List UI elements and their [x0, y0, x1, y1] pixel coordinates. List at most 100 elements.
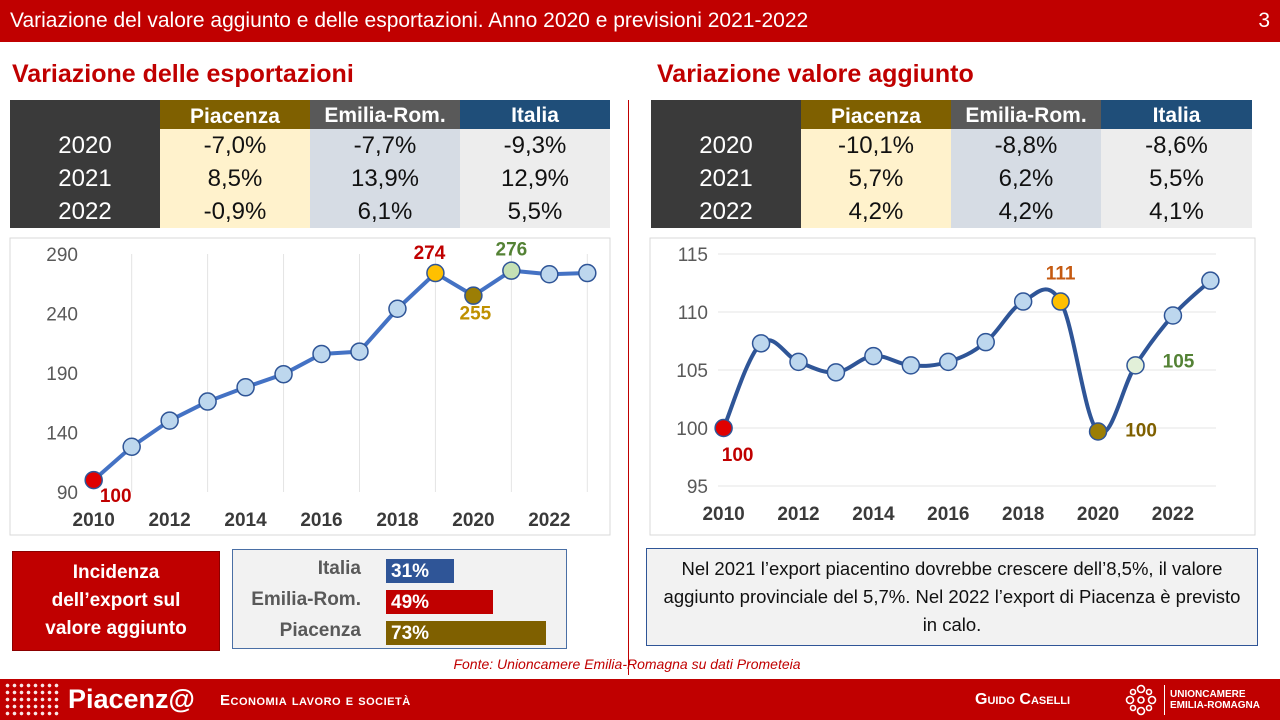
x-tick-label: 2020 [1077, 504, 1119, 525]
col-header-italia: Italia [460, 100, 610, 129]
cell-piacenza: 5,7% [801, 162, 951, 195]
commentary-note: Nel 2021 l’export piacentino dovrebbe cr… [646, 548, 1258, 646]
row-year: 2020 [10, 129, 160, 162]
bar-fill: 49% [386, 590, 494, 614]
x-tick-label: 2016 [300, 510, 342, 531]
y-tick-label: 290 [46, 245, 78, 266]
author-name: Guido Caselli [975, 691, 1071, 708]
col-header-emilia-romagna: Emilia-Rom. [951, 100, 1101, 129]
data-point [1201, 271, 1220, 290]
data-point [1013, 292, 1033, 311]
data-label: 111 [1046, 264, 1076, 285]
x-tick-label: 2014 [852, 504, 895, 525]
logo-text-line: UNIONCAMERE [1170, 689, 1246, 700]
data-point [426, 263, 445, 283]
col-header-emilia-romagna: Emilia-Rom. [310, 100, 460, 129]
x-tick-label: 2010 [702, 504, 744, 525]
cell-emilia-romagna: 6,2% [951, 162, 1101, 195]
cell-emilia-romagna: 6,1% [310, 195, 460, 228]
cell-piacenza: 4,2% [801, 195, 951, 228]
incidence-label-box: Incidenza dell’export sul valore aggiunt… [12, 551, 220, 651]
x-tick-label: 2012 [148, 510, 190, 531]
page-number: 3 [1258, 9, 1270, 32]
cell-emilia-romagna: -7,7% [310, 129, 460, 162]
y-tick-label: 90 [57, 483, 78, 504]
data-point [84, 470, 103, 490]
value-added-section-title: Variazione valore aggiunto [657, 60, 974, 88]
bar-fill: 31% [386, 559, 454, 583]
bar-label: Emilia-Rom. [251, 589, 361, 610]
data-point [1126, 356, 1145, 375]
data-point [714, 418, 733, 438]
cell-italia: 5,5% [460, 195, 610, 228]
data-point [789, 352, 808, 372]
bar-row: Emilia-Rom. 49% [233, 585, 566, 614]
value-added-table: Piacenza Emilia-Rom. Italia 2020 -10,1% … [651, 100, 1252, 228]
cell-emilia-romagna: 4,2% [951, 195, 1101, 228]
y-tick-label: 115 [678, 245, 708, 266]
x-tick-label: 2012 [777, 504, 819, 525]
data-point [236, 378, 255, 397]
data-point [122, 437, 141, 457]
table-row: 2022 -0,9% 6,1% 5,5% [10, 195, 610, 228]
cell-italia: -9,3% [460, 129, 610, 162]
cell-emilia-romagna: 13,9% [310, 162, 460, 195]
table-header-row: Piacenza Emilia-Rom. Italia [10, 100, 610, 129]
data-label: 100 [100, 486, 132, 507]
data-point [578, 263, 597, 283]
data-point [976, 332, 995, 352]
y-tick-label: 140 [46, 424, 78, 445]
table-corner [651, 100, 801, 129]
data-point [464, 286, 483, 305]
row-year: 2020 [651, 129, 801, 162]
bar-row: Italia 31% [233, 554, 566, 583]
data-point [864, 346, 883, 366]
exports-table: Piacenza Emilia-Rom. Italia 2020 -7,0% -… [10, 100, 610, 228]
chart-frame [9, 237, 611, 536]
row-year: 2021 [651, 162, 801, 195]
data-point [350, 342, 369, 361]
data-point [751, 334, 771, 353]
col-header-piacenza: Piacenza [801, 100, 951, 129]
cell-italia: -8,6% [1101, 129, 1252, 162]
table-row: 2022 4,2% 4,2% 4,1% [651, 195, 1252, 228]
x-tick-label: 2018 [376, 510, 418, 531]
data-point [826, 363, 846, 382]
data-label: 100 [722, 445, 754, 466]
bar-row: Piacenza 73% [233, 616, 566, 645]
vertical-divider [628, 100, 629, 675]
cell-piacenza: -10,1% [801, 129, 951, 162]
data-label: 255 [460, 304, 492, 325]
incidence-bar-chart: Italia 31% Emilia-Rom. 49% Piacenza 73% [232, 549, 567, 649]
x-tick-label: 2014 [224, 510, 267, 531]
row-year: 2021 [10, 162, 160, 195]
y-tick-label: 110 [678, 303, 708, 324]
footer-bar: Piacenz@ Economia lavoro e società Guido… [0, 679, 1280, 720]
bar-value-label: 31% [391, 561, 430, 582]
cell-piacenza: 8,5% [160, 162, 310, 195]
dots-pattern-icon [4, 682, 60, 717]
incidence-label-line: dell’export sul [51, 590, 181, 611]
brand-subtitle: Economia lavoro e società [220, 692, 411, 709]
y-tick-label: 100 [676, 419, 708, 440]
table-row: 2021 8,5% 13,9% 12,9% [10, 162, 610, 195]
bar-value-label: 49% [391, 592, 430, 613]
cell-piacenza: -7,0% [160, 129, 310, 162]
bar-label: Italia [317, 558, 361, 579]
exports-line-chart: 90 140 190 240 290 2010 2012 2014 2016 2018 2020 20… [9, 237, 611, 536]
table-header-row: Piacenza Emilia-Rom. Italia [651, 100, 1252, 129]
cell-italia: 12,9% [460, 162, 610, 195]
unioncamere-logo-text: UNIONCAMERE EMILIA-ROMAGNA [1170, 689, 1260, 711]
incidence-label-line: Incidenza [72, 562, 160, 583]
page-title: Variazione del valore aggiunto e delle e… [10, 9, 809, 32]
data-point [901, 356, 921, 375]
data-label: 274 [414, 243, 446, 264]
bar-label: Piacenza [279, 620, 361, 641]
row-year: 2022 [651, 195, 801, 228]
table-row: 2020 -7,0% -7,7% -9,3% [10, 129, 610, 162]
x-tick-label: 2010 [73, 510, 115, 531]
x-tick-label: 2016 [927, 504, 969, 525]
cell-emilia-romagna: -8,8% [951, 129, 1101, 162]
logo-separator [1164, 685, 1165, 715]
y-tick-label: 95 [687, 477, 708, 498]
